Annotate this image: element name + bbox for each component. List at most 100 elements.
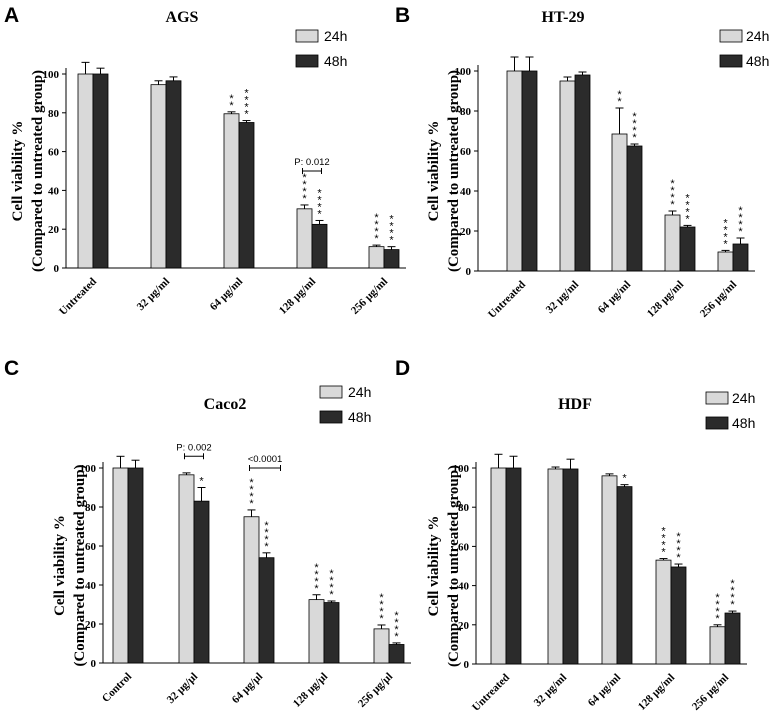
significance-star: * (617, 89, 622, 101)
bar-48h-4 (388, 644, 405, 664)
legend-swatch-48h (319, 410, 343, 424)
legend-label-48h: 48h (732, 415, 755, 431)
y-tick-label: 100 (43, 69, 60, 81)
chart-panel-c: C Caco2 Cell viability % (Compared to untre… (4, 357, 411, 710)
x-tick-label: 256 µg/ml (698, 279, 739, 320)
significance-star: * (622, 473, 627, 485)
significance-star: * (329, 568, 334, 580)
legend-swatch-48h (295, 54, 319, 68)
significance-star: * (632, 118, 637, 130)
x-tick-label: Untreated (57, 276, 99, 318)
chart-title: HDF (558, 396, 592, 413)
x-tick-label: 256 µg/ml (690, 672, 731, 713)
significance-star: * (670, 185, 675, 197)
bar-48h-2 (616, 486, 633, 665)
legend-swatch-48h (705, 416, 729, 430)
legend-swatch-24h (319, 385, 343, 399)
significance-star: * (676, 531, 681, 543)
bar-48h-1 (193, 500, 210, 664)
bar-24h-1 (178, 474, 195, 664)
significance-star: * (685, 199, 690, 211)
significance-star: * (379, 599, 384, 611)
bar-48h-3 (323, 602, 340, 664)
significance-star: * (715, 592, 720, 604)
x-tick-label: Control (100, 671, 134, 705)
significance-star: * (329, 582, 334, 594)
legend-swatch-48h (719, 54, 743, 68)
y-axis-label-sub: (Compared to untreated group) (446, 70, 462, 272)
significance-star: * (374, 226, 379, 238)
significance-star: * (632, 132, 637, 144)
significance-star: * (738, 212, 743, 224)
bar-24h-4 (373, 628, 390, 664)
x-tick-label: 64 µg/ml (208, 276, 245, 313)
panel-letter: C (4, 357, 19, 380)
significance-star: * (723, 217, 728, 229)
significance-star: * (314, 562, 319, 574)
y-tick-label: 0 (466, 266, 472, 278)
significance-star: * (302, 172, 307, 184)
legend-label-48h: 48h (324, 53, 347, 69)
bar-24h-3 (664, 214, 681, 272)
significance-star: * (394, 631, 399, 643)
significance-star: * (317, 201, 322, 213)
legend-swatch-24h (705, 391, 729, 405)
legend-swatch-24h (719, 29, 743, 43)
bar-48h-1 (165, 80, 182, 269)
significance-star: * (730, 599, 735, 611)
significance-star: * (249, 484, 254, 496)
significance-star: * (730, 585, 735, 597)
significance-star: * (661, 547, 666, 559)
legend-label-24h: 24h (324, 28, 347, 44)
y-axis-label: Cell viability % (426, 121, 442, 222)
significance-star: * (676, 552, 681, 564)
bar-24h-1 (559, 80, 576, 272)
bar-24h-0 (112, 467, 129, 664)
bar-48h-4 (724, 612, 741, 665)
y-tick-label: 20 (48, 224, 60, 236)
significance-star: * (374, 233, 379, 245)
significance-star: * (394, 624, 399, 636)
significance-star: * (317, 208, 322, 220)
x-tick-label: 256 µg/ml (349, 276, 390, 317)
significance-star: * (379, 592, 384, 604)
x-tick-label: 128 µg/µl (291, 671, 330, 710)
y-axis-label-sub: (Compared to untreated group) (30, 70, 46, 272)
y-tick-label: 100 (80, 463, 97, 475)
significance-star: * (685, 213, 690, 225)
bracket-label: P: 0.012 (294, 157, 329, 168)
y-axis-label-sub: (Compared to untreated group) (446, 465, 462, 667)
bar-48h-3 (679, 226, 696, 272)
significance-star: * (715, 599, 720, 611)
chart-title: Caco2 (204, 396, 247, 413)
y-axis-label: Cell viability % (52, 515, 68, 616)
significance-star: * (676, 545, 681, 557)
bar-48h-4 (732, 243, 749, 272)
significance-star: * (738, 205, 743, 217)
significance-star: * (317, 187, 322, 199)
significance-star: * (389, 214, 394, 226)
significance-star: * (302, 179, 307, 191)
legend-label-48h: 48h (746, 53, 769, 69)
x-tick-label: 128 µg/ml (645, 279, 686, 320)
significance-star: * (229, 100, 234, 112)
y-tick-label: 40 (85, 580, 97, 592)
y-tick-label: 0 (54, 263, 60, 275)
bar-48h-3 (311, 223, 328, 269)
significance-star: * (661, 533, 666, 545)
significance-star: * (389, 235, 394, 247)
y-tick-label: 0 (464, 659, 470, 671)
panel-letter: B (395, 4, 410, 27)
significance-star: * (314, 583, 319, 595)
bar-24h-2 (223, 113, 240, 269)
significance-star: * (394, 617, 399, 629)
y-axis-label-sub: (Compared to untreated group) (72, 464, 88, 666)
significance-star: * (229, 93, 234, 105)
x-tick-label: 128 µg/ml (636, 672, 677, 713)
y-tick-label: 80 (85, 502, 97, 514)
bar-48h-2 (258, 557, 275, 664)
significance-star: * (244, 95, 249, 107)
significance-star: * (730, 592, 735, 604)
significance-star: * (317, 194, 322, 206)
